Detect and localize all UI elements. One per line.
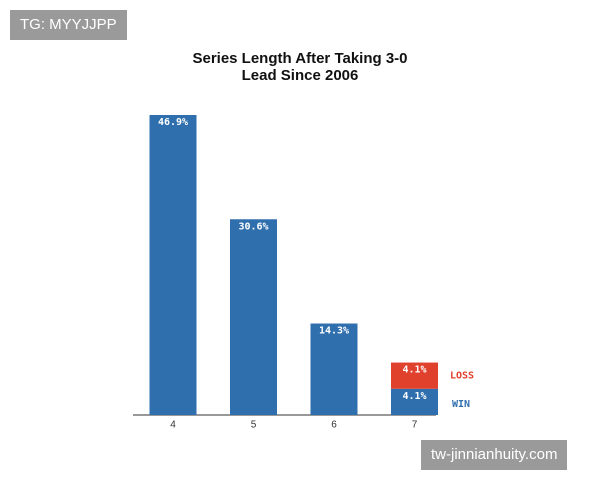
bar (149, 115, 197, 415)
watermark: tw-jinnianhuity.com (421, 440, 568, 470)
value-label: 4.1% (402, 365, 426, 376)
watermark: TG: MYYJJPP (10, 10, 127, 40)
value-label: 4.1% (402, 391, 426, 402)
value-label: 14.3% (319, 326, 349, 337)
bar (310, 323, 358, 415)
value-label: 46.9% (158, 117, 188, 128)
x-tick-label: 6 (331, 420, 337, 431)
bar (391, 362, 438, 389)
value-label: 30.6% (238, 221, 268, 232)
x-tick-label: 5 (251, 420, 257, 431)
bar (391, 388, 438, 415)
x-tick-label: 7 (412, 420, 418, 431)
x-tick-label: 4 (170, 420, 176, 431)
chart-title: Series Length After Taking 3-0 Lead Sinc… (192, 50, 408, 84)
legend-label: WIN (452, 399, 470, 410)
legend-label: LOSS (450, 371, 474, 382)
bar (230, 219, 277, 415)
